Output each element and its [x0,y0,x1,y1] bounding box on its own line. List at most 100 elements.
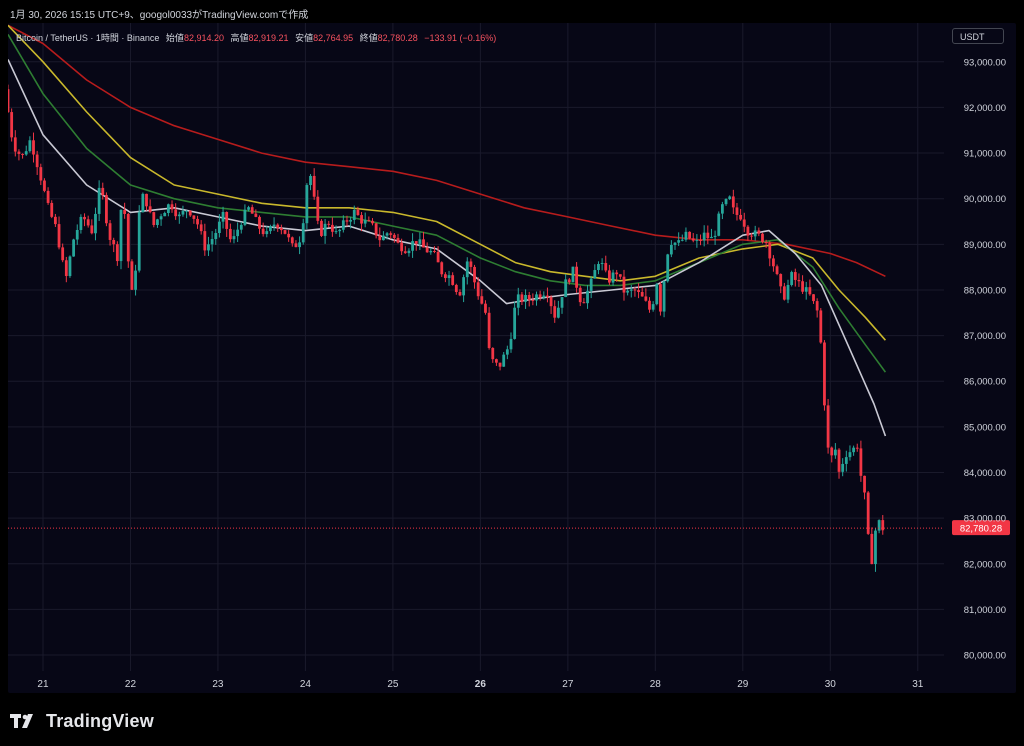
candle-body [535,294,538,301]
currency-badge[interactable]: USDT [952,28,1004,44]
candle-body [218,221,221,234]
candle-body [881,520,885,531]
candle-body [203,231,207,251]
candle-body [804,287,808,292]
candle-body [480,296,484,304]
candle-body [305,185,309,224]
candle-body [520,294,524,302]
candle-body [761,233,764,243]
candle-body [684,231,688,240]
candle-body [462,277,466,296]
time-tick-label: 23 [212,679,224,690]
symbol-title[interactable]: Bitcoin / TetherUS · 1時間 · Binance [16,33,160,43]
candle-body [221,212,225,222]
candle-body [440,262,444,275]
candle-body [356,209,360,216]
candle-body [166,204,170,213]
candle-body [753,230,757,237]
candle-body [43,180,46,191]
candle-body [870,533,874,565]
candle-body [403,251,407,254]
candle-body [600,263,604,265]
candle-body [363,220,367,224]
candle-body [345,220,349,222]
candle-body [626,290,630,293]
candle-body [130,261,134,290]
candle-body [338,229,342,232]
candle-body [465,261,469,278]
low-value: 82,764.95 [313,33,354,43]
candle-body [108,223,112,240]
tradingview-logo[interactable]: TradingView [10,709,154,733]
time-tick-label: 27 [562,679,574,690]
candle-body [196,218,199,225]
change-value: −133.91 (−0.16%) [424,33,497,43]
chart-panel[interactable]: 82,780.28 93,000.00 92,000.00 91,000.00 90,… [8,23,1016,693]
candle-body [115,244,119,262]
candle-body [527,295,531,300]
open-label: 始値 [165,33,184,43]
candle-body [382,235,385,241]
open-value: 82,914.20 [183,33,224,43]
candle-body [728,196,732,200]
price-tick-label: 88,000.00 [964,285,1006,296]
price-tick-label: 80,000.00 [964,651,1006,662]
candle-body [156,219,159,225]
candle-body [57,224,61,248]
candle-body [247,207,250,210]
candle-body [367,220,371,222]
time-tick-label: 30 [825,679,837,690]
candle-body [498,362,502,367]
candle-body [618,274,622,277]
candle-body [407,250,411,254]
candle-body [174,209,178,217]
candle-body [801,281,804,292]
candle-body [119,209,123,262]
candle-body [283,230,287,234]
candle-body [509,338,513,350]
candle-body [443,274,447,279]
candle-body [199,224,203,232]
candle-body [327,223,331,225]
candle-body [276,224,280,228]
price-tick-label: 91,000.00 [964,149,1006,160]
candle-body [513,307,517,339]
time-tick-label: 25 [387,679,399,690]
candle-body [374,223,378,236]
close-label: 終値 [359,33,378,43]
last-price-badge [952,520,1010,536]
candle-body [123,209,127,214]
price-tick-label: 85,000.00 [964,422,1006,433]
grid-lines [8,23,944,671]
time-tick-label: 28 [650,679,662,690]
candle-body [699,239,702,241]
time-tick-label: 24 [300,679,312,690]
candle-body [451,275,455,285]
candle-body [61,247,65,261]
candle-body [666,254,670,282]
candle-body [735,207,739,215]
candle-body [611,272,615,283]
candle-body [680,239,684,241]
candle-body [341,220,345,230]
candle-body [841,463,845,472]
candle-body [582,302,586,304]
candle-body [411,241,414,251]
candle-body [170,204,174,210]
candle-body [819,310,823,343]
candle-body [538,294,542,298]
candle-body [232,236,236,240]
time-tick-label: 29 [737,679,749,690]
candle-body [35,154,39,168]
candle-body [640,292,644,297]
candle-body [433,250,436,252]
candle-body [13,137,17,152]
snapshot-header: 1月 30, 2026 15:15 UTC+9、googol0033がTradi… [10,10,309,21]
candle-body [79,216,83,230]
candle-body [159,216,163,220]
price-tick-label: 89,000.00 [964,240,1006,251]
candle-body [702,232,706,241]
candle-body [334,231,338,233]
candle-body [279,227,283,231]
price-chart[interactable]: 82,780.28 93,000.00 92,000.00 91,000.00 90,… [8,23,1016,693]
